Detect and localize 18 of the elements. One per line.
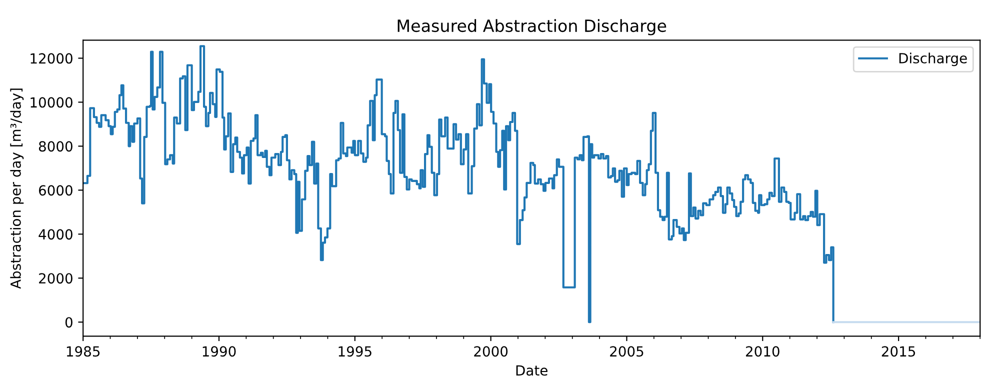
x-axis-title: Date [516,365,548,376]
y-tick-label: 4000 [38,229,72,240]
legend-label: Discharge [899,52,967,66]
x-tick-label: 2010 [746,346,780,357]
y-tick-label: 6000 [38,185,72,196]
chart-title: Measured Abstraction Discharge [398,19,666,36]
y-tick-label: 2000 [39,273,72,284]
y-tick-label: 10000 [30,97,72,108]
y-tick-label: 0 [65,317,72,328]
x-tick-label: 2005 [610,346,644,357]
x-tick-label: 1995 [338,346,372,357]
x-tick-label: 2000 [474,346,508,357]
x-tick-label: 1985 [66,346,100,357]
y-tick-label: 8000 [38,141,72,152]
x-tick-label: 1990 [202,346,236,357]
y-axis-title: Abstraction per day [m³/day] [10,88,24,289]
x-tick-label: 2015 [882,346,916,357]
y-tick-label: 12000 [30,53,72,64]
